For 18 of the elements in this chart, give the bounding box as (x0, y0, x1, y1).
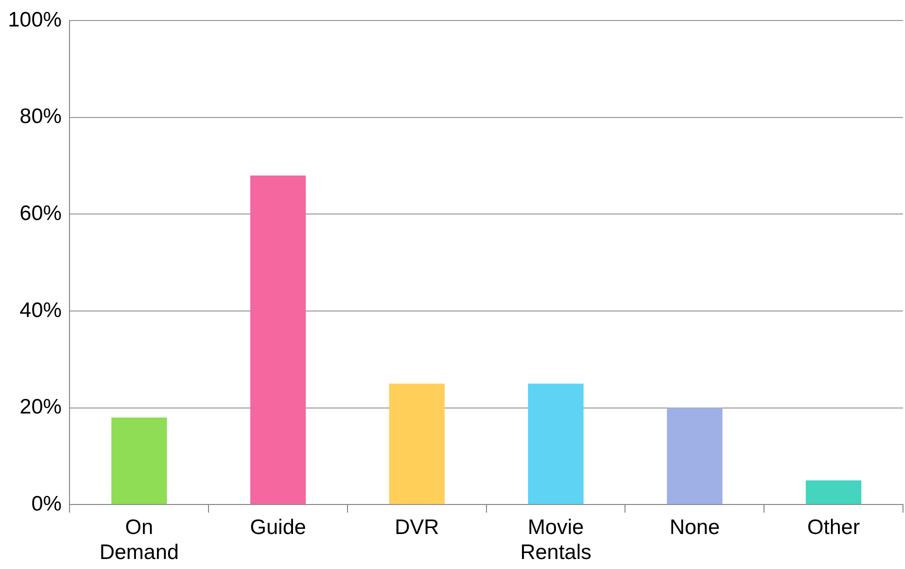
y-tick-label: 80% (20, 105, 62, 128)
bar (806, 480, 862, 504)
x-tick-label: Guide (250, 516, 306, 539)
y-tick-label: 0% (31, 492, 62, 516)
y-tick-label: 40% (20, 298, 62, 322)
bar (528, 384, 584, 504)
x-tick-label: None (670, 516, 720, 539)
bar (250, 175, 306, 504)
x-tick-label: Other (807, 516, 860, 539)
y-tick-label: 60% (20, 202, 62, 225)
y-tick-label: 20% (20, 396, 62, 419)
y-tick-label: 100% (8, 8, 62, 32)
x-tick-label: DVR (394, 516, 440, 539)
bar (666, 408, 722, 504)
bar (111, 417, 167, 504)
bar (389, 384, 445, 504)
x-tick-label: Movie Rentals (520, 516, 592, 564)
x-tick-label: On Demand (99, 516, 179, 564)
